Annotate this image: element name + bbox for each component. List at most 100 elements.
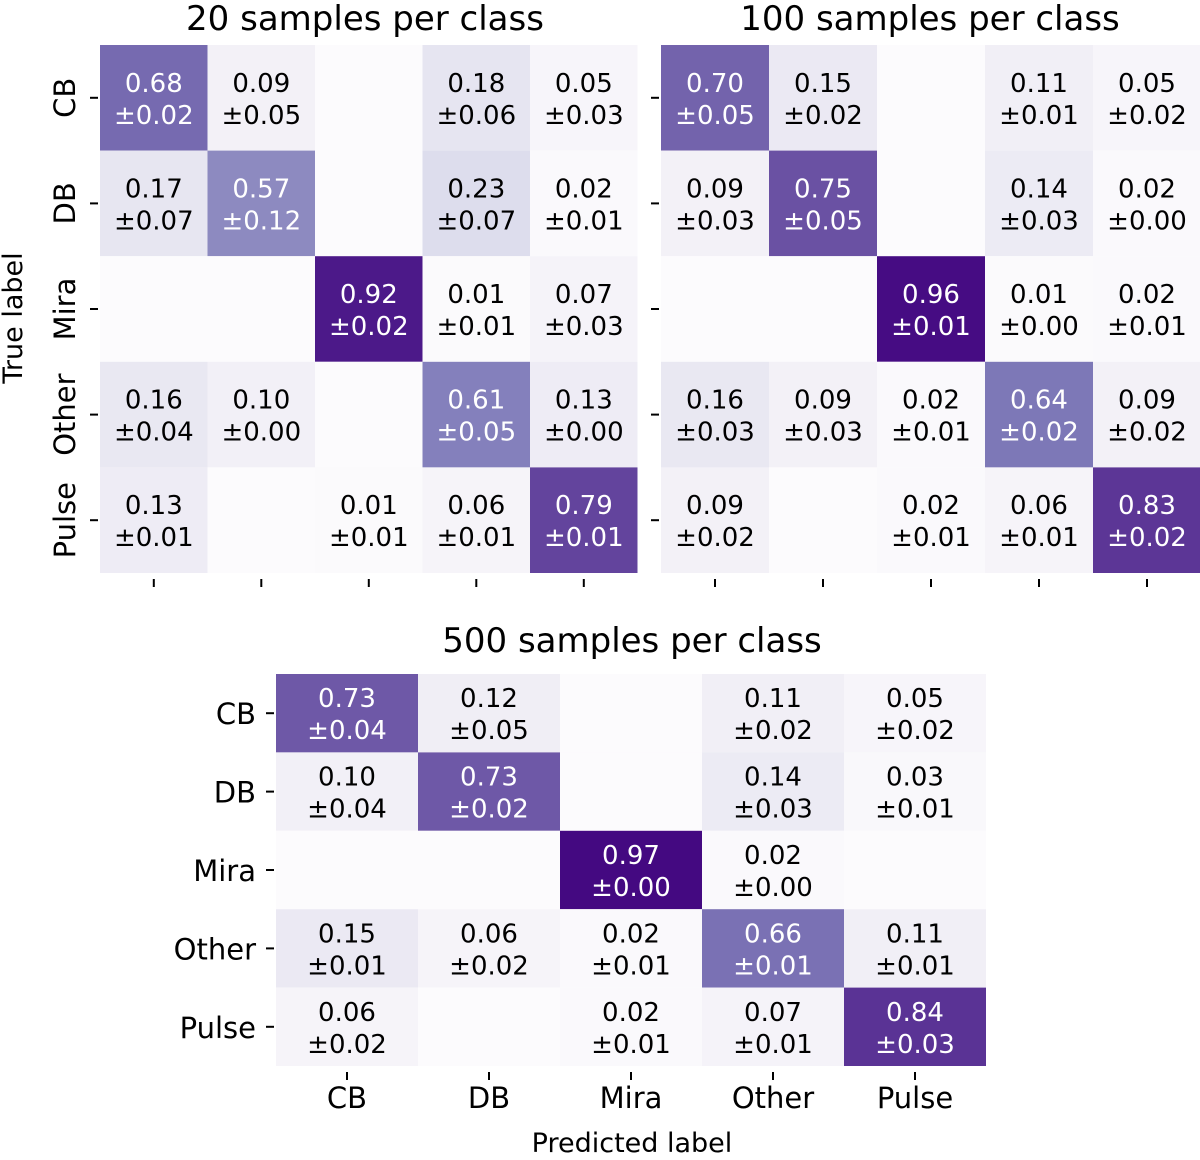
- cell-error-label: ±0.03: [675, 418, 755, 448]
- heatmap-cell: [844, 987, 986, 1066]
- cell-value-label: 0.10: [232, 386, 290, 416]
- cell-error-label: ±0.06: [436, 101, 516, 131]
- heatmap-cell: [418, 987, 560, 1066]
- cell-value-label: 0.02: [1118, 280, 1176, 310]
- heatmap-cell: [422, 361, 530, 468]
- heatmap-cell: [315, 361, 423, 468]
- cell-value-label: 0.12: [460, 684, 518, 714]
- cell-error-label: ±0.03: [675, 206, 755, 236]
- cell-error-label: ±0.01: [875, 795, 955, 825]
- cell-error-label: ±0.01: [875, 951, 955, 981]
- heatmap-cell: [530, 467, 638, 573]
- cell-error-label: ±0.01: [999, 101, 1079, 131]
- cell-value-label: 0.01: [1010, 280, 1068, 310]
- heatmap-cell: [422, 256, 530, 362]
- heatmap-cell: [530, 45, 638, 151]
- heatmap-cell: [422, 45, 530, 151]
- heatmap-cell: [560, 830, 702, 910]
- cell-value-label: 0.73: [460, 763, 518, 793]
- heatmap-cell: [877, 150, 985, 257]
- cell-value-label: 0.75: [794, 174, 852, 204]
- cell-value-label: 0.02: [602, 998, 660, 1028]
- cell-error-label: ±0.00: [544, 418, 624, 448]
- cell-value-label: 0.09: [794, 386, 852, 416]
- cell-error-label: ±0.01: [891, 312, 971, 342]
- cell-value-label: 0.84: [886, 998, 944, 1028]
- cell-value-label: 0.02: [902, 491, 960, 521]
- cell-value-label: 0.70: [686, 69, 744, 99]
- cell-value-label: 0.15: [318, 919, 376, 949]
- heatmap-cell: [877, 361, 985, 468]
- heatmap-cell: [100, 467, 208, 573]
- cell-value-label: 0.02: [555, 174, 613, 204]
- cell-value-label: 0.06: [1010, 491, 1068, 521]
- cell-value-label: 0.11: [744, 684, 802, 714]
- heatmap-cell: [100, 256, 208, 362]
- y-tick-label: Mira: [193, 854, 256, 888]
- heatmap-cell: [702, 674, 844, 753]
- cell-error-label: ±0.02: [307, 1030, 387, 1060]
- cell-value-label: 0.96: [902, 280, 960, 310]
- panel-20-samples: 20 samples per class 0.68±0.020.09±0.050…: [0, 0, 638, 587]
- cell-error-label: ±0.07: [114, 206, 194, 236]
- cell-error-label: ±0.05: [221, 101, 301, 131]
- cell-error-label: ±0.01: [591, 1030, 671, 1060]
- heatmap-cell: [769, 256, 877, 362]
- cell-error-label: ±0.02: [875, 716, 955, 746]
- heatmap-cell: [702, 830, 844, 910]
- cell-error-label: ±0.12: [221, 206, 301, 236]
- panel-100-samples: 100 samples per class 0.70±0.050.15±0.02…: [651, 0, 1200, 587]
- cell-error-label: ±0.03: [875, 1030, 955, 1060]
- cell-value-label: 0.06: [318, 998, 376, 1028]
- cell-error-label: ±0.01: [891, 523, 971, 553]
- cell-value-label: 0.79: [555, 491, 613, 521]
- heatmap-cell: [276, 674, 418, 753]
- x-tick-label: Mira: [600, 1081, 663, 1115]
- heatmap-cell: [1093, 467, 1200, 573]
- cell-error-label: ±0.04: [114, 418, 194, 448]
- cell-value-label: 0.14: [1010, 174, 1068, 204]
- heatmap-cell: [418, 909, 560, 988]
- heatmap-cell: [1093, 150, 1200, 257]
- heatmap-cell: [1093, 256, 1200, 362]
- heatmap-cell: [207, 45, 315, 151]
- cell-value-label: 0.64: [1010, 386, 1068, 416]
- y-tick-label: CB: [216, 697, 256, 731]
- cell-error-label: ±0.02: [999, 418, 1079, 448]
- heatmap-cell: [844, 830, 986, 910]
- y-tick-label: CB: [48, 78, 82, 118]
- heatmap-cell: [422, 150, 530, 257]
- heatmap-cell: [877, 256, 985, 362]
- cell-value-label: 0.07: [555, 280, 613, 310]
- heatmap-cell: [276, 909, 418, 988]
- cell-error-label: ±0.02: [449, 951, 529, 981]
- heatmap-cell: [560, 909, 702, 988]
- cell-error-label: ±0.03: [733, 795, 813, 825]
- cell-error-label: ±0.01: [329, 523, 409, 553]
- heatmap-cell: [769, 45, 877, 151]
- heatmap-cell: [877, 45, 985, 151]
- y-tick-label: Pulse: [48, 482, 82, 558]
- heatmap-cell: [530, 256, 638, 362]
- heatmap-cell: [276, 987, 418, 1066]
- heatmap-cell: [100, 45, 208, 151]
- cell-error-label: ±0.02: [1107, 523, 1187, 553]
- cell-value-label: 0.97: [602, 841, 660, 871]
- y-tick-label: Pulse: [180, 1011, 256, 1045]
- heatmap-cell: [560, 674, 702, 753]
- cell-error-label: ±0.00: [221, 418, 301, 448]
- cell-error-label: ±0.01: [733, 951, 813, 981]
- heatmap-cell: [769, 467, 877, 573]
- cell-value-label: 0.61: [447, 386, 505, 416]
- cell-value-label: 0.05: [886, 684, 944, 714]
- panel-500-samples: 500 samples per class 0.73±0.040.12±0.05…: [174, 621, 986, 1159]
- cell-error-label: ±0.05: [449, 716, 529, 746]
- cell-value-label: 0.13: [125, 491, 183, 521]
- cell-value-label: 0.16: [125, 386, 183, 416]
- heatmap-cell: [877, 467, 985, 573]
- heatmap-cell: [418, 830, 560, 910]
- heatmap-cell: [418, 752, 560, 831]
- heatmap-cell: [661, 150, 769, 257]
- heatmap-cell: [769, 361, 877, 468]
